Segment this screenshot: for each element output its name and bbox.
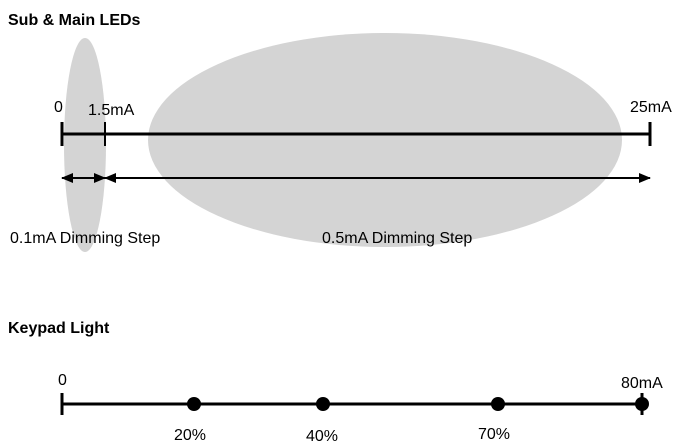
keypad-point-40 (316, 397, 330, 411)
fine-step-label: 0.1mA Dimming Step (10, 230, 160, 247)
keypad-point-40-label: 40% (306, 428, 338, 443)
fine-step-ellipse (64, 38, 106, 252)
coarse-step-label: 0.5mA Dimming Step (322, 230, 472, 247)
keypad-point-max (635, 397, 649, 411)
leds-section-title: Sub & Main LEDs (8, 12, 141, 29)
keypad-section-title: Keypad Light (8, 320, 110, 337)
leds-tick-end-label: 25mA (630, 99, 672, 116)
keypad-point-70 (491, 397, 505, 411)
coarse-step-ellipse (148, 33, 622, 247)
keypad-point-20-label: 20% (174, 427, 206, 443)
keypad-point-20 (187, 397, 201, 411)
keypad-tick-start-label: 0 (58, 372, 67, 389)
leds-tick-start-label: 0 (54, 99, 63, 116)
leds-tick-mid-label: 1.5mA (88, 102, 135, 119)
keypad-point-70-label: 70% (478, 426, 510, 443)
keypad-tick-end-label: 80mA (621, 375, 663, 392)
